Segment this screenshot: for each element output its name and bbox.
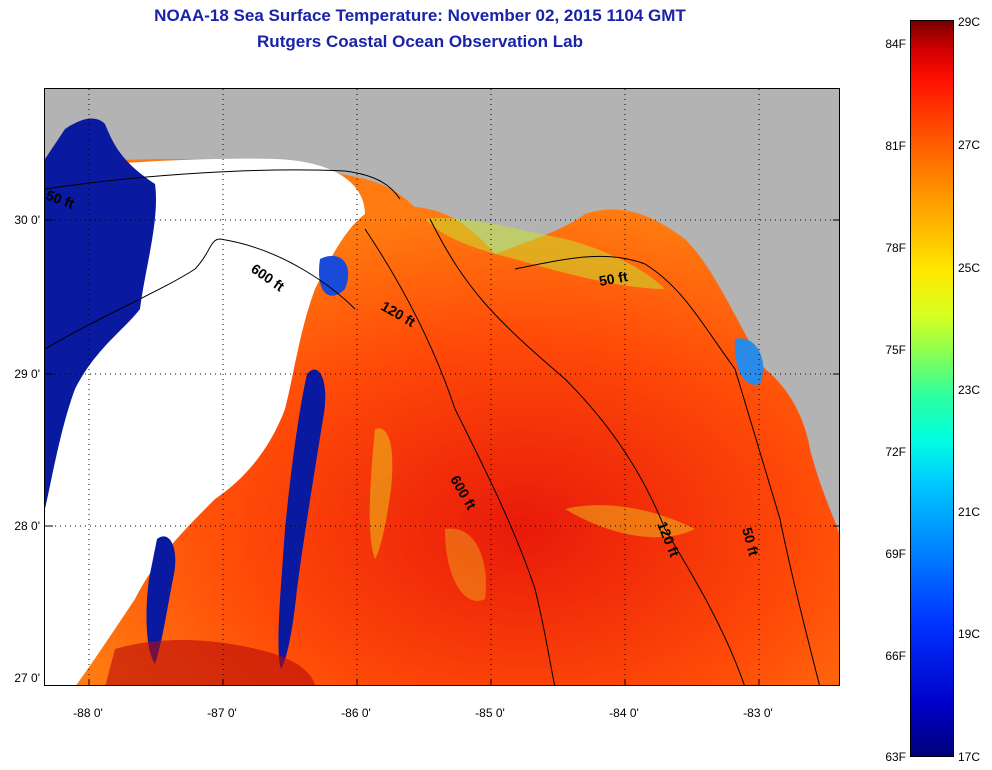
cold-water-nw <box>45 118 157 510</box>
colorbar-celsius-label: 29C <box>958 15 981 29</box>
cool-streak <box>565 505 695 538</box>
colorbar-celsius-label: 19C <box>958 627 981 641</box>
colorbar-celsius-label: 21C <box>958 505 981 519</box>
lon-label: -87 0' <box>207 706 237 720</box>
cold-filament <box>146 536 176 664</box>
hot-spot <box>105 639 315 685</box>
colorbar-celsius-label: 23C <box>958 383 981 397</box>
map-title: NOAA-18 Sea Surface Temperature: Novembe… <box>154 6 686 25</box>
temperature-colorbar <box>910 20 954 757</box>
colorbar-fahrenheit-label: 69F <box>885 547 906 561</box>
colorbar-fahrenheit-label: 63F <box>885 750 906 764</box>
colorbar-fahrenheit-label: 66F <box>885 649 906 663</box>
colorbar-fahrenheit-label: 72F <box>885 445 906 459</box>
contour-label: 50 ft <box>739 526 762 558</box>
contour-label: 50 ft <box>598 268 629 289</box>
lon-label: -84 0' <box>609 706 639 720</box>
colorbar-fahrenheit-label: 81F <box>885 139 906 153</box>
lon-label: -83 0' <box>743 706 773 720</box>
colorbar-fahrenheit-label: 78F <box>885 241 906 255</box>
lat-label: 27 0' <box>14 671 40 685</box>
lon-label: -85 0' <box>475 706 505 720</box>
colorbar-celsius-label: 25C <box>958 261 981 275</box>
sst-map[interactable]: 50 ft 600 ft 120 ft 50 ft 600 ft 120 ft … <box>44 88 840 686</box>
depth-contours <box>45 169 821 685</box>
colorbar-fahrenheit-label: 84F <box>885 37 906 51</box>
lat-label: 30 0' <box>14 213 40 227</box>
cool-streak <box>445 528 486 601</box>
map-subtitle: Rutgers Coastal Ocean Observation Lab <box>257 32 583 51</box>
cool-streak <box>425 218 665 289</box>
frame-ticks <box>45 219 839 685</box>
cold-filament <box>319 255 349 296</box>
colorbar-celsius-label: 27C <box>958 138 981 152</box>
lon-label: -86 0' <box>341 706 371 720</box>
lat-label: 28 0' <box>14 519 40 533</box>
cold-filament <box>278 369 326 669</box>
colorbar-fahrenheit-label: 75F <box>885 343 906 357</box>
lon-label: -88 0' <box>73 706 103 720</box>
cold-filament <box>734 338 764 385</box>
colorbar-celsius-label: 17C <box>958 750 981 764</box>
lat-label: 29 0' <box>14 367 40 381</box>
